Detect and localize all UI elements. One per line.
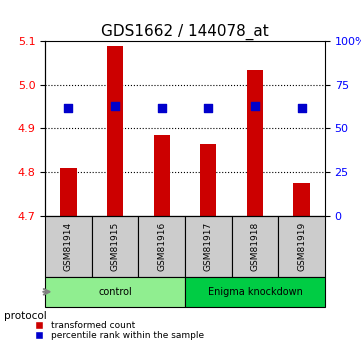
Bar [153,135,170,216]
Bar [247,70,263,216]
Point [159,105,165,110]
FancyBboxPatch shape [45,277,185,307]
FancyBboxPatch shape [278,216,325,277]
FancyBboxPatch shape [185,216,232,277]
Text: GSM81916: GSM81916 [157,221,166,271]
Text: protocol: protocol [4,311,46,321]
FancyBboxPatch shape [138,216,185,277]
Bar [200,144,217,216]
Text: GSM81918: GSM81918 [251,221,260,271]
Point [205,105,211,110]
Text: control: control [98,287,132,297]
FancyBboxPatch shape [185,277,325,307]
Bar [293,183,310,216]
Text: GSM81917: GSM81917 [204,221,213,271]
Bar [60,168,77,216]
Text: GSM81915: GSM81915 [110,221,119,271]
FancyBboxPatch shape [92,216,138,277]
Text: GSM81919: GSM81919 [297,221,306,271]
Text: GSM81914: GSM81914 [64,221,73,270]
FancyBboxPatch shape [45,216,92,277]
Text: Enigma knockdown: Enigma knockdown [208,287,303,297]
Point [66,105,71,110]
Point [299,105,304,110]
Title: GDS1662 / 144078_at: GDS1662 / 144078_at [101,24,269,40]
Legend: transformed count, percentile rank within the sample: transformed count, percentile rank withi… [30,321,204,341]
Point [252,103,258,109]
Point [112,103,118,109]
Bar [107,46,123,216]
FancyBboxPatch shape [232,216,278,277]
